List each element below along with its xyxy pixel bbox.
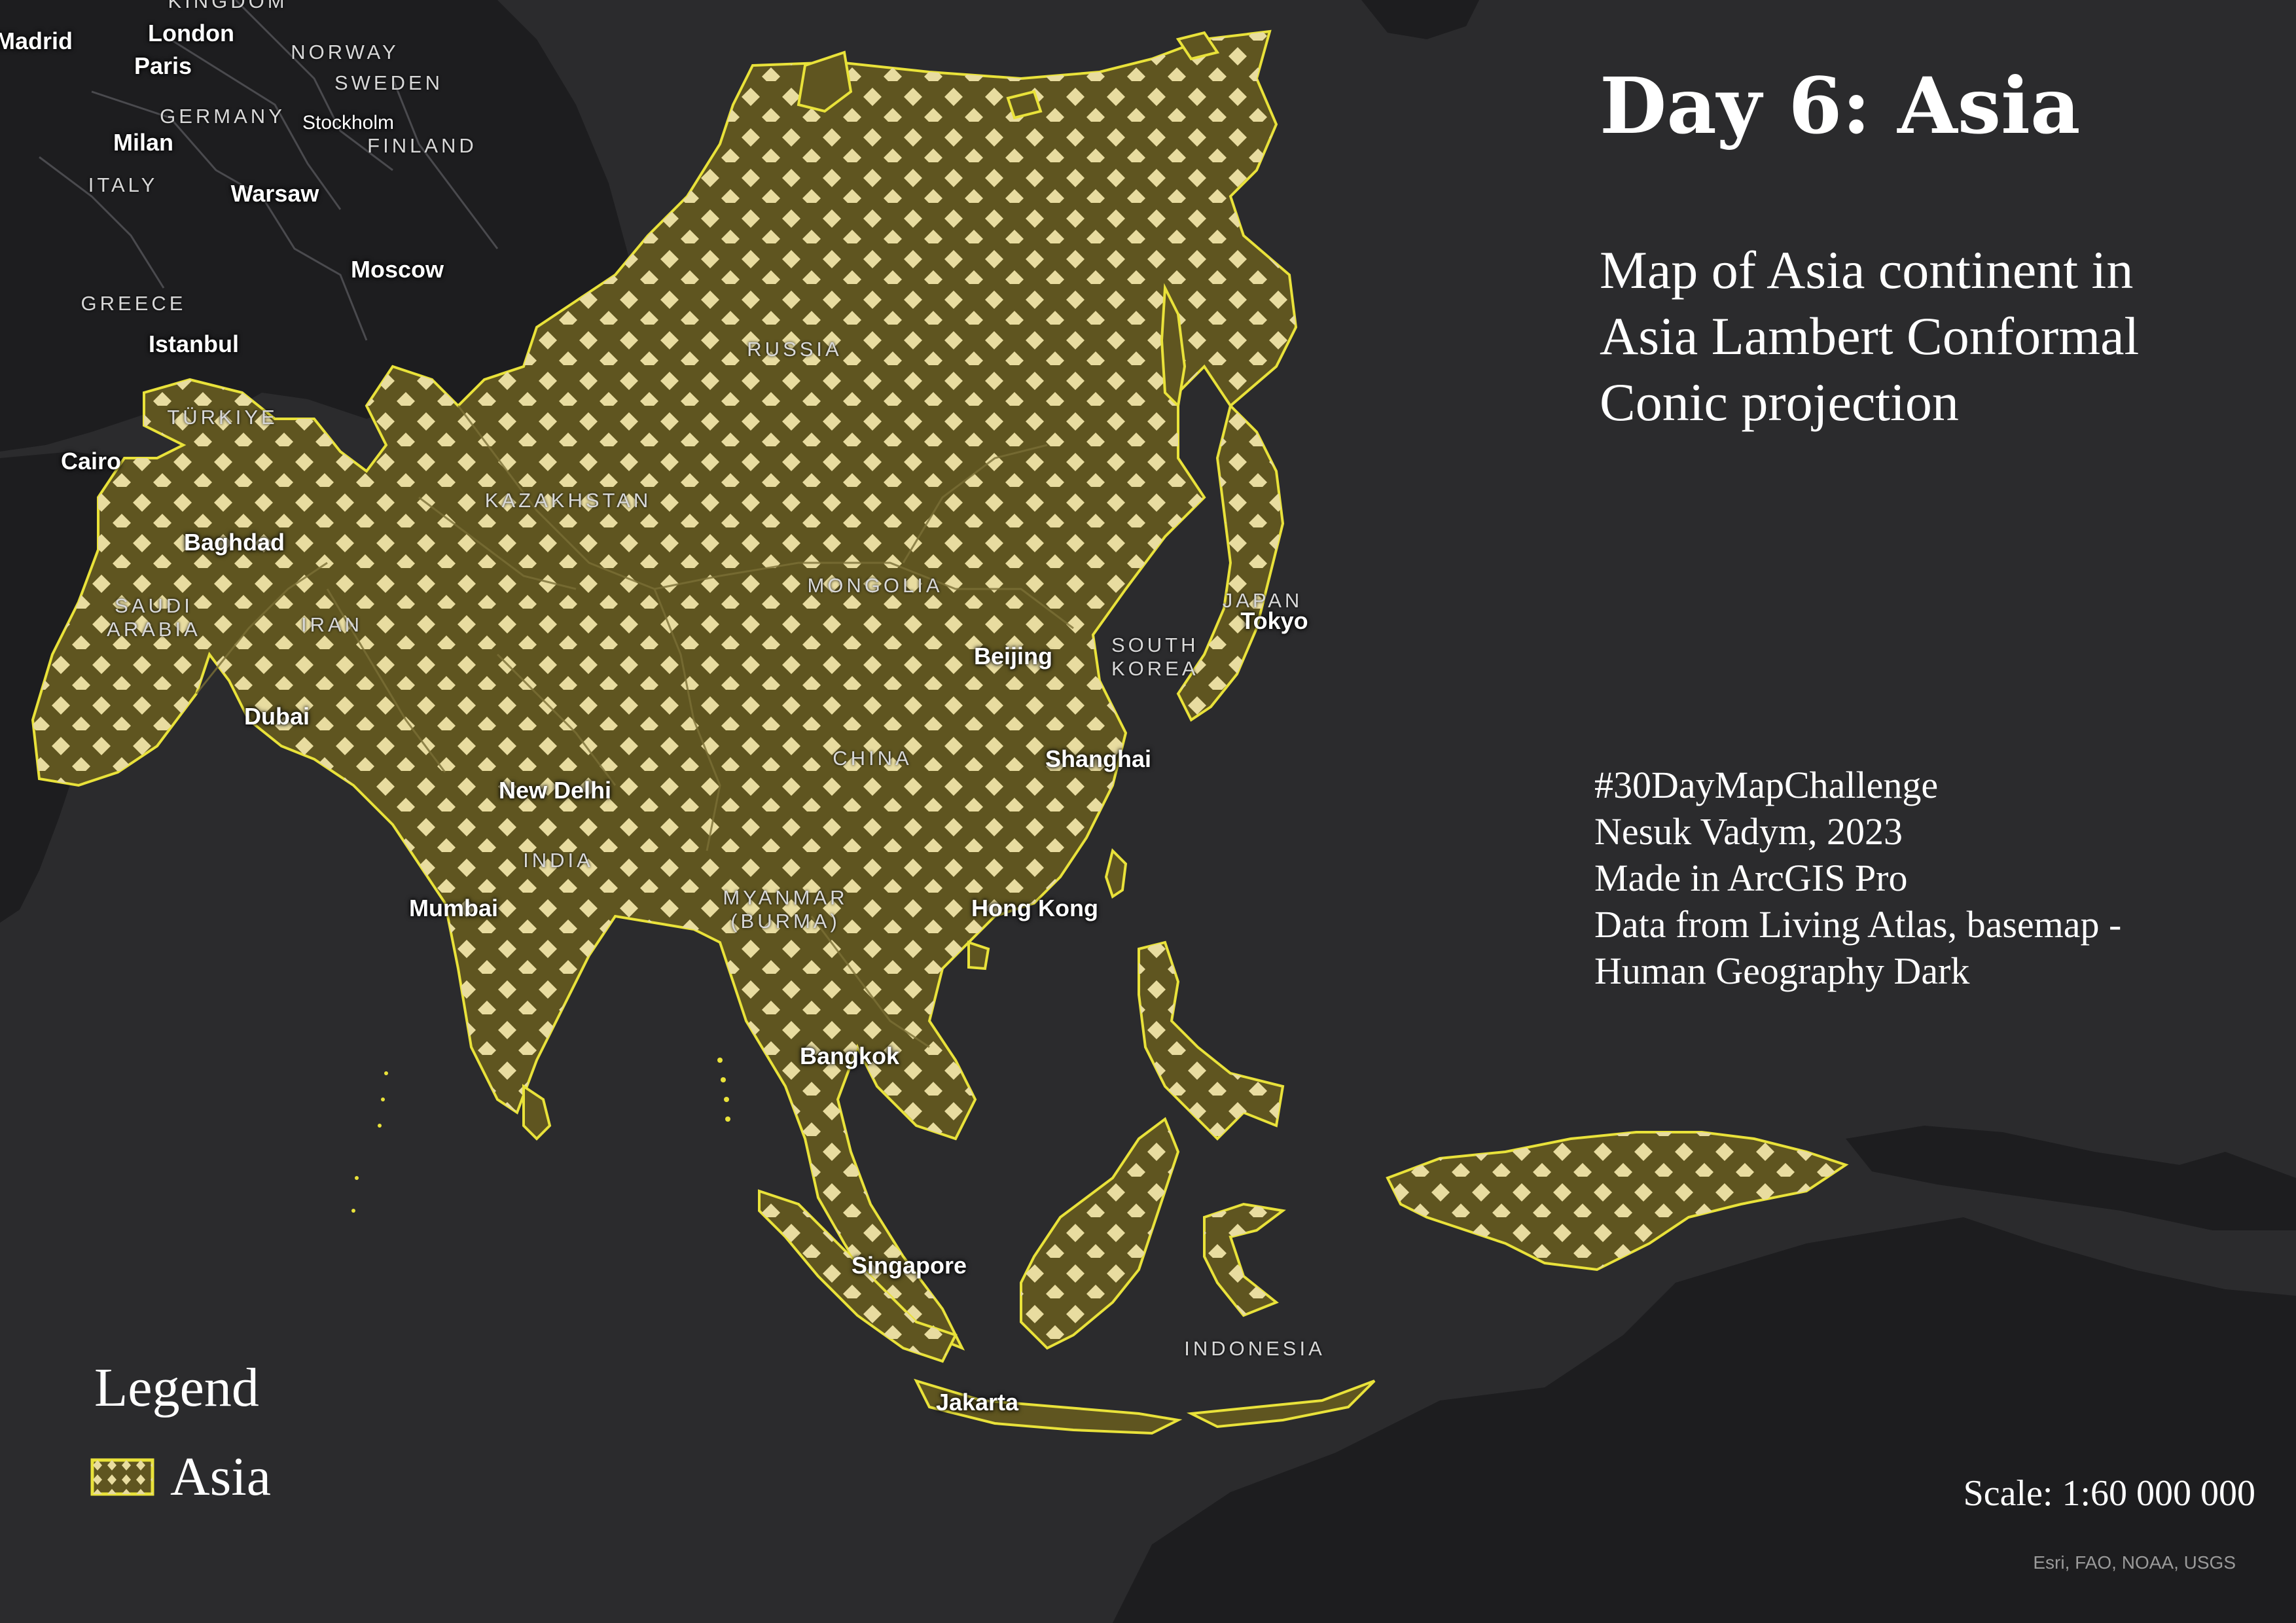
country-label-south-korea: SOUTH KOREA <box>1111 633 1199 680</box>
asia-country-borders <box>195 405 1074 1048</box>
scale-text: Scale: 1:60 000 000 <box>1963 1473 2255 1514</box>
attribution-text: Esri, FAO, NOAA, USGS <box>2033 1552 2236 1573</box>
java-island <box>914 1378 1183 1435</box>
credits-line-basemap: Human Geography Dark <box>1594 950 1970 992</box>
country-label-turkiye: TÜRKIYE <box>167 406 278 429</box>
city-label-beijing: Beijing <box>973 643 1053 669</box>
city-label-moscow: Moscow <box>350 256 444 283</box>
city-label-london: London <box>148 20 234 46</box>
sakhalin-island <box>1160 283 1187 409</box>
credits-line-software: Made in ArcGIS Pro <box>1594 857 1908 899</box>
country-label-united-kingdom: KINGDOM <box>168 0 288 12</box>
greenland-hint <box>1361 0 1479 39</box>
city-label-istanbul: Istanbul <box>148 330 240 357</box>
country-label-greece: GREECE <box>81 292 187 315</box>
country-label-japan: JAPAN <box>1222 589 1303 612</box>
country-label-indonesia: INDONESIA <box>1184 1337 1325 1360</box>
country-label-kazakhstan: KAZAKHSTAN <box>484 489 652 512</box>
city-label-baghdad: Baghdad <box>183 529 285 556</box>
arctic-islet-2 <box>1175 31 1220 61</box>
city-label-tokyo: Tokyo <box>1240 607 1308 634</box>
credits-line-author: Nesuk Vadym, 2023 <box>1594 810 1903 853</box>
city-label-madrid: Madrid <box>0 27 73 54</box>
credits-line-hashtag: #30DayMapChallenge <box>1594 764 1939 806</box>
legend-title: Legend <box>94 1357 259 1418</box>
city-label-mumbai: Mumbai <box>408 895 499 921</box>
maldives-islands <box>351 1071 388 1213</box>
legend-swatch-icon <box>90 1458 154 1495</box>
credits-line-data: Data from Living Atlas, basemap - <box>1594 903 2122 946</box>
credits-block: #30DayMapChallenge Nesuk Vadym, 2023 Mad… <box>1594 762 2121 994</box>
legend-item-asia: Asia <box>90 1445 271 1508</box>
city-label-new-delhi: New Delhi <box>498 777 612 804</box>
country-label-finland: FINLAND <box>367 134 477 157</box>
country-label-russia: RUSSIA <box>747 338 842 361</box>
country-label-myanmar: MYANMAR (BURMA) <box>723 886 848 933</box>
city-label-milan: Milan <box>113 129 174 156</box>
city-label-shanghai: Shanghai <box>1045 745 1152 772</box>
australia-landmass <box>1113 1217 2296 1623</box>
srilanka-island <box>522 1084 552 1141</box>
legend-label: Asia <box>170 1446 271 1507</box>
novaya-zemlya <box>797 50 853 113</box>
arctic-islet-1 <box>1006 90 1043 120</box>
country-label-india: INDIA <box>523 849 594 872</box>
asia-continent <box>31 29 1849 1435</box>
map-subtitle: Map of Asia continent in Asia Lambert Co… <box>1600 240 2140 432</box>
newguinea-land-right <box>1846 1126 2296 1230</box>
country-label-mongolia: MONGOLIA <box>807 574 943 597</box>
europe-borders <box>39 0 499 341</box>
country-label-sweden: SWEDEN <box>334 71 444 94</box>
taiwan-island <box>1104 848 1128 899</box>
city-label-singapore: Singapore <box>851 1252 967 1279</box>
city-label-warsaw: Warsaw <box>230 180 319 207</box>
country-label-italy: ITALY <box>88 173 158 196</box>
city-label-jakarta: Jakarta <box>935 1389 1019 1416</box>
city-label-cairo: Cairo <box>60 448 122 474</box>
hainan-island <box>967 940 990 971</box>
map-title: Day 6: Asia <box>1600 60 2081 151</box>
city-label-bangkok: Bangkok <box>799 1043 900 1069</box>
city-label-stockholm: Stockholm <box>302 112 395 134</box>
andaman-islands <box>717 1058 730 1122</box>
city-label-dubai: Dubai <box>243 703 310 730</box>
country-label-germany: GERMANY <box>160 105 285 128</box>
country-label-china: CHINA <box>833 747 912 770</box>
country-label-iran: IRAN <box>300 613 363 636</box>
city-label-paris: Paris <box>134 52 192 79</box>
country-label-norway: NORWAY <box>291 41 399 63</box>
lesser-sunda-islands <box>1186 1380 1376 1429</box>
country-label-saudi-arabia: SAUDI ARABIA <box>107 594 201 641</box>
city-label-hong-kong: Hong Kong <box>971 895 1098 921</box>
